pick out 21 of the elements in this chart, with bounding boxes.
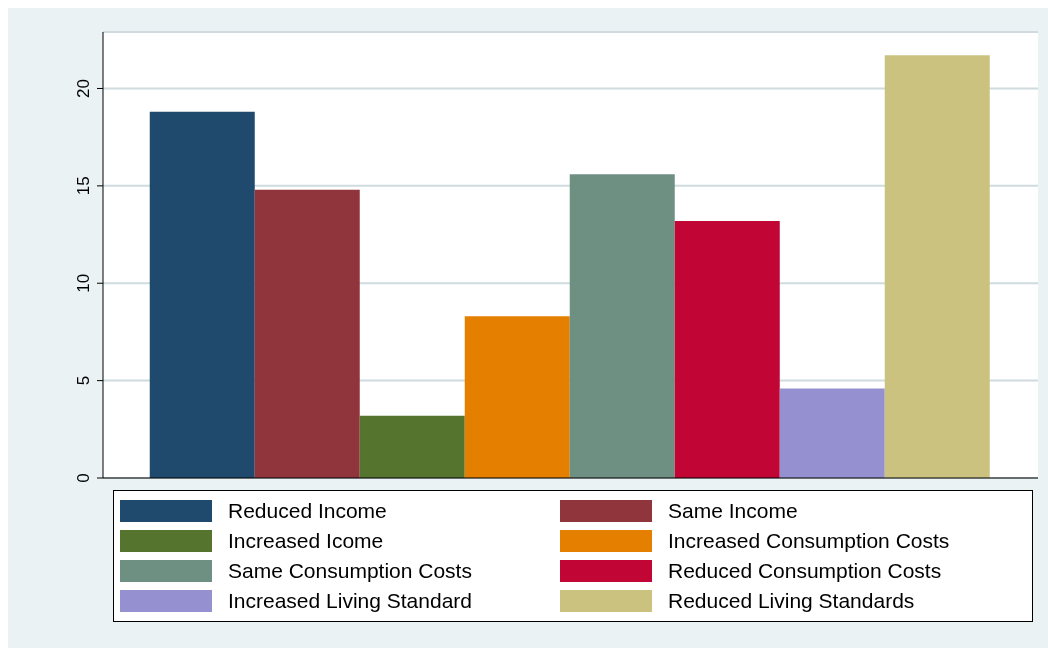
legend-label: Reduced Consumption Costs — [668, 559, 942, 583]
bar — [149, 111, 255, 478]
legend-label: Same Consumption Costs — [228, 559, 472, 583]
legend-label: Reduced Living Standards — [668, 589, 915, 613]
legend-label: Same Income — [668, 499, 798, 523]
bar — [359, 415, 465, 478]
y-tick-label: 15 — [74, 176, 93, 196]
y-tick-label: 5 — [74, 375, 93, 386]
bar — [254, 189, 360, 478]
legend-label: Reduced Income — [228, 499, 387, 523]
bar — [674, 220, 780, 478]
y-tick-label: 10 — [74, 273, 93, 293]
bar — [779, 388, 885, 478]
y-tick-label: 0 — [74, 473, 93, 483]
y-tick-label: 20 — [74, 79, 93, 98]
bar — [569, 174, 675, 478]
bar — [884, 55, 990, 478]
legend-label: Increased Consumption Costs — [668, 529, 950, 553]
legend-label: Increased Living Standard — [228, 589, 472, 613]
legend-label: Increased Icome — [228, 529, 384, 553]
bar — [464, 316, 570, 478]
